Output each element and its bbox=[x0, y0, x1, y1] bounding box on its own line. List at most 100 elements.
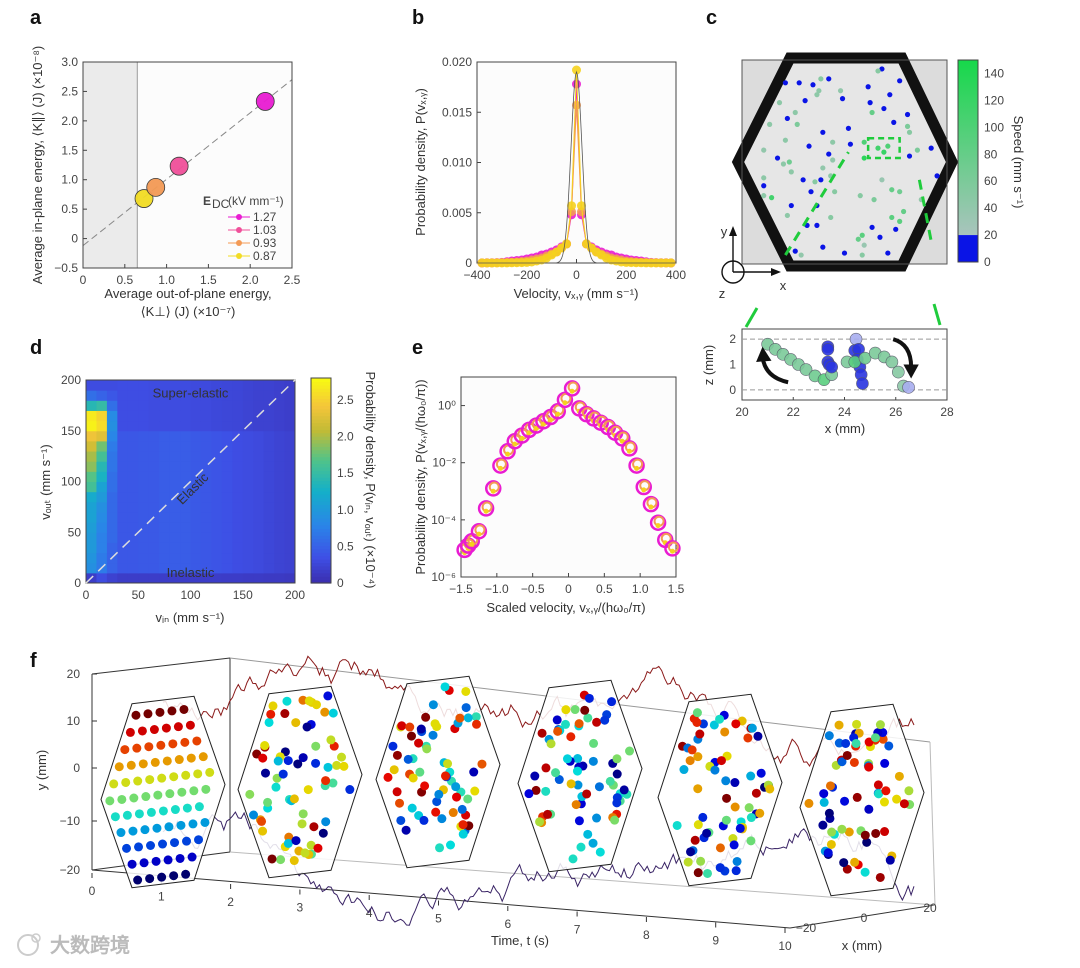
particle-dot bbox=[530, 771, 540, 781]
particle-dot bbox=[458, 820, 468, 830]
particle-dot bbox=[176, 820, 186, 830]
colorbar-segment bbox=[311, 514, 331, 519]
particle-dot bbox=[769, 195, 775, 201]
colorbar-segment bbox=[311, 439, 331, 444]
particle-dot bbox=[457, 804, 467, 814]
particle-dot bbox=[164, 822, 174, 832]
heatmap-cell bbox=[159, 491, 171, 503]
particle-dot bbox=[524, 789, 534, 799]
particle-dot bbox=[443, 759, 453, 769]
particle-dot bbox=[477, 759, 487, 769]
y-axis-label: y (mm) bbox=[34, 750, 49, 790]
heatmap-cell bbox=[211, 511, 223, 523]
x-tick-label: 0 bbox=[573, 268, 580, 282]
y-tick-label: 150 bbox=[61, 424, 81, 438]
particle-dot bbox=[855, 236, 861, 242]
time-tick-label: 0 bbox=[89, 884, 96, 898]
heatmap-cell bbox=[180, 552, 191, 564]
heatmap-cell bbox=[242, 400, 254, 411]
y-tick-label: 0 bbox=[74, 576, 81, 590]
x-tick-label: 1.0 bbox=[158, 273, 175, 287]
heatmap-cell bbox=[190, 390, 202, 401]
particle-dot bbox=[861, 155, 867, 161]
heatmap-cell bbox=[159, 380, 171, 391]
particle-dot bbox=[268, 701, 278, 711]
particle-dot bbox=[157, 872, 167, 882]
heatmap-cell bbox=[148, 390, 160, 401]
y-axis-label: Probability density, P(vₓ,ᵧ/(hω₀/π)) bbox=[413, 379, 428, 574]
heatmap-cell bbox=[96, 532, 108, 543]
colorbar-segment bbox=[311, 446, 331, 451]
particle-dot bbox=[696, 856, 706, 866]
data-ring-1.27 bbox=[642, 495, 660, 513]
data-point-0.87 bbox=[572, 65, 581, 75]
particle-dot bbox=[245, 789, 255, 799]
heatmap-cell bbox=[232, 461, 244, 472]
elastic-diagonal-line bbox=[85, 379, 296, 584]
colorbar-gradient bbox=[958, 60, 978, 236]
particle-dot bbox=[397, 721, 407, 731]
heatmap-cell bbox=[200, 481, 212, 493]
data-point-0.87 bbox=[526, 430, 532, 436]
heatmap-cell bbox=[274, 532, 286, 543]
particle-dot bbox=[158, 806, 168, 816]
panel-label-f: f bbox=[30, 650, 37, 672]
colorbar-segment bbox=[311, 483, 331, 488]
particle-dot bbox=[291, 718, 301, 728]
legend-label: 1.03 bbox=[253, 223, 277, 237]
heatmap-cell bbox=[159, 511, 171, 523]
particle-dot bbox=[837, 757, 847, 767]
y-tick-label: 10⁻⁶ bbox=[431, 570, 456, 584]
data-ring-1.27 bbox=[664, 540, 681, 557]
x-tick-label: 1.0 bbox=[632, 582, 649, 596]
panel-label-b: b bbox=[412, 7, 424, 29]
colorbar-low-band bbox=[958, 235, 978, 262]
y-tick-label: −0.5 bbox=[54, 261, 78, 275]
data-point-0.93 bbox=[146, 177, 166, 197]
particle-dot bbox=[143, 709, 153, 719]
particle-dot bbox=[698, 812, 708, 822]
heatmap-cell bbox=[138, 380, 150, 391]
heatmap-cell bbox=[96, 380, 108, 391]
heatmap-cell bbox=[274, 501, 286, 513]
x-tick-label: 200 bbox=[616, 268, 636, 282]
heatmap-cell bbox=[253, 481, 265, 493]
heatmap-cell bbox=[211, 420, 223, 432]
particle-dot bbox=[321, 817, 331, 827]
heatmap-cell bbox=[232, 572, 244, 584]
heatmap-cell bbox=[253, 390, 265, 401]
particle-dot bbox=[414, 738, 424, 748]
particle-dot bbox=[702, 828, 712, 838]
heatmap-cell bbox=[200, 440, 212, 452]
z-tick-label: 2 bbox=[729, 332, 736, 346]
particle-dot bbox=[693, 752, 703, 762]
x-tick-label: 26 bbox=[889, 405, 903, 419]
particle-dot bbox=[415, 767, 425, 777]
particle-dot bbox=[839, 96, 846, 102]
particle-dot bbox=[612, 769, 622, 779]
heatmap-cell bbox=[274, 420, 286, 432]
heatmap-cell bbox=[96, 440, 108, 452]
heatmap-cell bbox=[169, 400, 181, 411]
particle-dot bbox=[755, 808, 765, 818]
heatmap-cell bbox=[106, 491, 118, 503]
heatmap-cell bbox=[159, 390, 171, 401]
particle-dot bbox=[293, 759, 303, 769]
particle-dot bbox=[612, 798, 622, 808]
colorbar-segment bbox=[311, 381, 331, 386]
heatmap-cell bbox=[117, 572, 129, 584]
particle-dot bbox=[875, 872, 885, 882]
particle-dot bbox=[826, 76, 832, 82]
particle-dot bbox=[282, 696, 292, 706]
x-tick-label: −1.0 bbox=[485, 582, 509, 596]
y-tick-label: 100 bbox=[61, 475, 81, 489]
colorbar-segment bbox=[311, 497, 331, 502]
particle-dot bbox=[298, 809, 308, 819]
heatmap-cell bbox=[190, 511, 202, 523]
heatmap-cell bbox=[169, 390, 181, 401]
particle-dot bbox=[800, 177, 806, 183]
time-axis-label: Time, t (s) bbox=[491, 933, 549, 948]
heatmap-cell bbox=[211, 481, 223, 493]
heatmap-cell bbox=[127, 380, 139, 391]
heatmap-cell bbox=[169, 451, 181, 462]
